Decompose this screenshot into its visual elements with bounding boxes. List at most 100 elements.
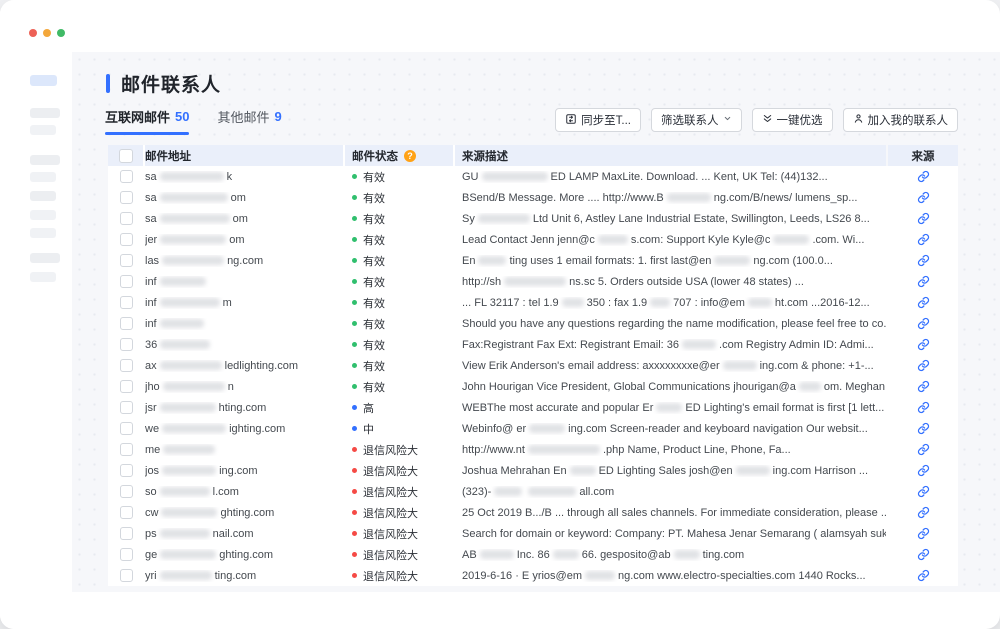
redacted-text <box>160 550 217 560</box>
table-row[interactable]: jer om 有效 Lead Contact Jenn jenn@c s.com: … <box>108 229 958 250</box>
help-icon[interactable]: ? <box>404 149 416 162</box>
row-checkbox[interactable] <box>120 443 133 456</box>
source-link-icon[interactable] <box>915 316 931 332</box>
row-checkbox[interactable] <box>120 233 133 246</box>
table-row[interactable]: jos ing.com 退信风险大 Joshua Mehrahan En ED Li… <box>108 460 958 481</box>
row-checkbox[interactable] <box>120 569 133 582</box>
status-dot-icon <box>352 426 357 431</box>
source-link-icon[interactable] <box>915 253 931 269</box>
redacted-text <box>159 214 230 224</box>
email-status-cell: 退信风险大 <box>345 442 455 458</box>
source-link-icon[interactable] <box>915 232 931 248</box>
zoom-window-button[interactable] <box>57 29 65 37</box>
status-label: 有效 <box>363 255 385 268</box>
table-row[interactable]: sa om 有效 Sy Ltd Unit 6, Astley Lane Indust… <box>108 208 958 229</box>
row-checkbox[interactable] <box>120 380 133 393</box>
table-row[interactable]: sa k 有效 GU ED LAMP MaxLite. Download. ... … <box>108 166 958 187</box>
row-checkbox[interactable] <box>120 401 133 414</box>
tab-internet-emails[interactable]: 互联网邮件 50 <box>105 107 190 135</box>
table-row[interactable]: jho n 有效 John Hourigan Vice President, Gl… <box>108 376 958 397</box>
source-link-icon[interactable] <box>915 505 931 521</box>
add-to-my-contacts-button[interactable]: 加入我的联系人 <box>842 108 958 132</box>
source-link-icon[interactable] <box>915 337 931 353</box>
source-link-icon[interactable] <box>915 295 931 311</box>
table-row[interactable]: so l.com 退信风险大 (323)- all.com <box>108 481 958 502</box>
sidebar-item[interactable] <box>30 228 56 238</box>
redacted-text <box>666 193 711 203</box>
sidebar-item[interactable] <box>30 155 60 165</box>
table-row[interactable]: inf m 有效 ... FL 32117 : tel 1.9 350 : fax … <box>108 292 958 313</box>
row-checkbox[interactable] <box>120 317 133 330</box>
sidebar-item-active[interactable] <box>30 75 57 86</box>
row-checkbox[interactable] <box>120 170 133 183</box>
source-link-icon[interactable] <box>915 190 931 206</box>
status-dot-icon <box>352 279 357 284</box>
table-row[interactable]: yri ting.com 退信风险大 2019-6-16 · E yrios@em… <box>108 565 958 586</box>
row-checkbox[interactable] <box>120 506 133 519</box>
source-link-icon[interactable] <box>915 442 931 458</box>
row-checkbox[interactable] <box>120 359 133 372</box>
redacted-text <box>160 235 227 245</box>
source-link-icon[interactable] <box>915 484 931 500</box>
table-row[interactable]: 36 有效 Fax:Registrant Fax Ext: Registrant… <box>108 334 958 355</box>
minimize-window-button[interactable] <box>43 29 51 37</box>
row-checkbox[interactable] <box>120 191 133 204</box>
source-link-icon[interactable] <box>915 169 931 185</box>
sidebar-item[interactable] <box>30 191 56 201</box>
source-link-icon[interactable] <box>915 274 931 290</box>
row-checkbox[interactable] <box>120 464 133 477</box>
table-row[interactable]: jsr hting.com 高 WEBThe most accurate and … <box>108 397 958 418</box>
redacted-text <box>722 361 757 371</box>
row-checkbox[interactable] <box>120 212 133 225</box>
row-checkbox[interactable] <box>120 527 133 540</box>
table-row[interactable]: we ighting.com 中 Webinfo@ er ing.com Scree… <box>108 418 958 439</box>
select-all-checkbox[interactable] <box>118 148 133 163</box>
one-click-optimize-button[interactable]: 一键优选 <box>751 108 833 132</box>
row-checkbox[interactable] <box>120 548 133 561</box>
status-label: 有效 <box>363 276 385 289</box>
source-link-icon[interactable] <box>915 379 931 395</box>
source-link-icon[interactable] <box>915 568 931 584</box>
table-row[interactable]: me 退信风险大 http://www.nt .php Name, Product… <box>108 439 958 460</box>
source-link-icon[interactable] <box>915 211 931 227</box>
table-row[interactable]: sa om 有效 BSend/B Message. More .... http:… <box>108 187 958 208</box>
source-description-cell: WEBThe most accurate and popular Er ED Li… <box>462 401 885 414</box>
redacted-text <box>529 424 566 434</box>
chevron-down-icon <box>723 114 732 126</box>
source-link-icon[interactable] <box>915 463 931 479</box>
sidebar-item[interactable] <box>30 125 56 135</box>
table-row[interactable]: ge ghting.com 退信风险大 AB Inc. 86 66. gesposit… <box>108 544 958 565</box>
row-checkbox[interactable] <box>120 275 133 288</box>
filter-contacts-button[interactable]: 筛选联系人 <box>651 108 742 132</box>
status-dot-icon <box>352 384 357 389</box>
sync-to-button[interactable]: 同步至T... <box>555 108 641 132</box>
sidebar-item[interactable] <box>30 172 56 182</box>
table-row[interactable]: ps nail.com 退信风险大 Search for domain or ke… <box>108 523 958 544</box>
source-link-icon[interactable] <box>915 358 931 374</box>
page-title: 邮件联系人 <box>121 75 222 96</box>
source-link-icon[interactable] <box>915 547 931 563</box>
email-address-cell: ps nail.com <box>145 527 254 540</box>
source-link-icon[interactable] <box>915 421 931 437</box>
tab-other-emails[interactable]: 其他邮件 9 <box>217 107 281 135</box>
sidebar-item[interactable] <box>30 253 60 263</box>
sidebar-item[interactable] <box>30 108 60 118</box>
row-checkbox[interactable] <box>120 296 133 309</box>
close-window-button[interactable] <box>29 29 37 37</box>
source-link-icon[interactable] <box>915 526 931 542</box>
button-label: 同步至T... <box>581 115 631 127</box>
row-checkbox[interactable] <box>120 254 133 267</box>
source-link-icon[interactable] <box>915 400 931 416</box>
row-checkbox[interactable] <box>120 485 133 498</box>
row-checkbox[interactable] <box>120 422 133 435</box>
table-row[interactable]: las ng.com 有效 En ting uses 1 email formats… <box>108 250 958 271</box>
table-row[interactable]: inf 有效 Should you have any questions reg… <box>108 313 958 334</box>
table-row[interactable]: cw ghting.com 退信风险大 25 Oct 2019 B.../B ..… <box>108 502 958 523</box>
sidebar-item[interactable] <box>30 272 56 282</box>
sidebar-item[interactable] <box>30 210 56 220</box>
row-checkbox[interactable] <box>120 338 133 351</box>
table-row[interactable]: inf 有效 http://sh ns.sc 5. Orders outside … <box>108 271 958 292</box>
table-row[interactable]: ax ledlighting.com 有效 View Erik Anderson'… <box>108 355 958 376</box>
redacted-text <box>597 235 628 245</box>
